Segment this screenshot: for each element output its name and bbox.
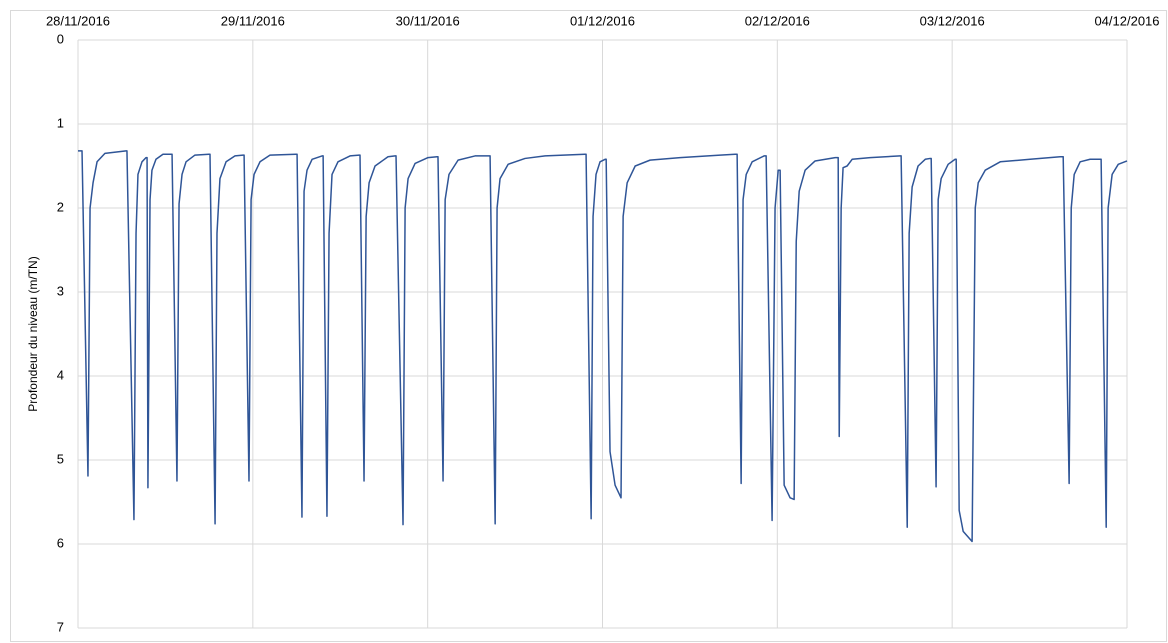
data-line (78, 150, 1128, 543)
x-tick-label: 04/12/2016 (1094, 13, 1159, 28)
x-tick-label: 28/11/2016 (46, 13, 110, 28)
x-tick-label: 03/12/2016 (920, 13, 985, 28)
y-tick-label: 0 (57, 31, 64, 46)
y-tick-label: 6 (57, 535, 64, 550)
y-tick-label: 5 (57, 451, 64, 466)
y-tick-label: 4 (57, 367, 64, 382)
y-tick-label: 7 (57, 619, 64, 634)
y-tick-label: 1 (57, 115, 64, 130)
x-tick-label: 30/11/2016 (396, 13, 460, 28)
y-tick-label: 3 (57, 283, 64, 298)
chart-frame (10, 10, 1167, 642)
x-tick-label: 01/12/2016 (570, 13, 635, 28)
x-tick-label: 29/11/2016 (221, 13, 285, 28)
x-tick-label: 02/12/2016 (745, 13, 810, 28)
y-axis-title: Profondeur du niveau (m/TN) (26, 256, 40, 411)
y-tick-label: 2 (57, 199, 64, 214)
